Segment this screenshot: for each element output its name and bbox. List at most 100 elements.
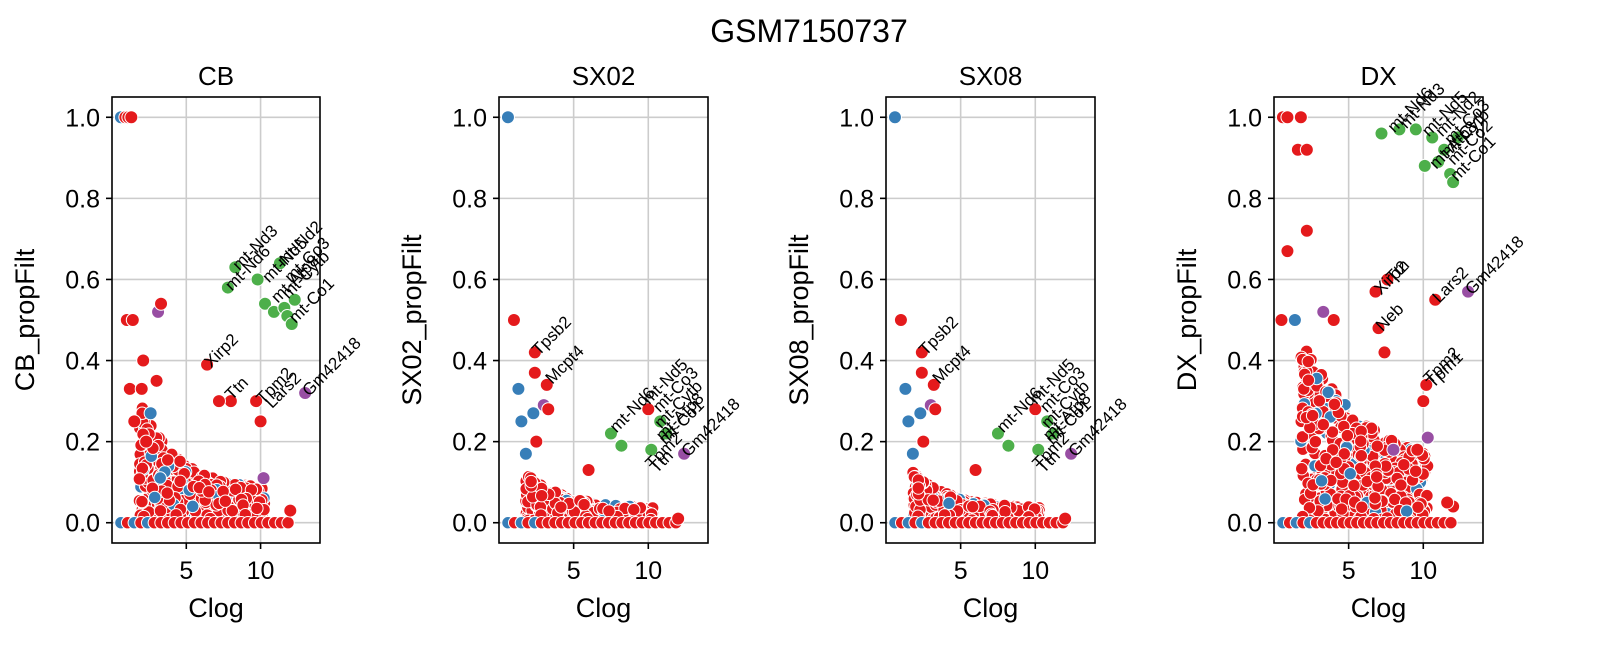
y-tick-label: 1.0 xyxy=(1227,104,1262,132)
y-tick-label: 0.4 xyxy=(839,348,874,376)
scatter-point-red xyxy=(1377,345,1392,360)
scatter-point-green xyxy=(1450,130,1465,145)
scatter-points xyxy=(500,110,692,530)
scatter-point xyxy=(911,481,925,495)
y-tick-label: 0.0 xyxy=(839,510,874,538)
scatter-point-red xyxy=(581,463,596,478)
scatter-point-red xyxy=(1299,223,1314,238)
y-tick-label: 0.0 xyxy=(65,510,100,538)
axes-frame xyxy=(498,96,709,544)
subplot-sx08: Tpsb2Mcpt4mt-Nd6mt-Nd5mt-Co3mt-Cytbmt-At… xyxy=(784,61,1131,623)
scatter-point-red xyxy=(1428,292,1443,307)
scatter-point xyxy=(926,493,940,507)
scatter-point-green xyxy=(990,426,1005,441)
scatter-point-purple xyxy=(1064,446,1079,461)
scatter-point xyxy=(1408,464,1423,478)
subplot-title: SX02 xyxy=(572,61,636,91)
scatter-point xyxy=(1325,425,1340,439)
scatter-point-red xyxy=(1326,313,1341,327)
y-tick-label: 0.4 xyxy=(65,348,100,376)
scatter-point-red xyxy=(1440,495,1455,510)
scatter-point xyxy=(135,494,149,509)
scatter-point-red xyxy=(139,434,154,449)
subplot-dx: mt-Nd6mt-Nd3mt-Nd5mt-Nd2mt-Co3mt-Atp8mt-… xyxy=(1172,61,1528,623)
scatter-point xyxy=(153,504,168,518)
scatter-points xyxy=(1274,110,1476,530)
scatter-point-red xyxy=(928,402,943,417)
scatter-point xyxy=(1337,447,1351,461)
scatter-point-red xyxy=(211,394,226,409)
scatter-point-blue xyxy=(514,414,529,429)
scatter-point xyxy=(1354,449,1369,463)
scatter-point xyxy=(1354,434,1368,448)
y-tick-label: 0.2 xyxy=(65,429,100,457)
scatter-point xyxy=(966,500,980,514)
scatter-point-green xyxy=(653,414,668,429)
x-tick-label: 5 xyxy=(1342,557,1356,585)
scatter-point xyxy=(1312,394,1327,408)
y-axis-label: SX08_propFilt xyxy=(784,234,814,406)
scatter-point xyxy=(173,474,187,489)
y-tick-label: 0.6 xyxy=(65,266,100,294)
scatter-point xyxy=(577,497,591,512)
scatter-point xyxy=(998,504,1012,519)
y-axis-label: CB_propFilt xyxy=(10,248,40,391)
scatter-point-red xyxy=(1280,110,1295,125)
scatter-point xyxy=(250,501,264,516)
scatter-point xyxy=(1325,443,1340,457)
scatter-point xyxy=(1334,502,1349,516)
scatter-point-green xyxy=(250,272,265,287)
scatter-point-blue xyxy=(500,110,515,125)
scatter-point-green xyxy=(1392,122,1407,137)
scatter-point-red xyxy=(127,414,142,429)
scatter-point-purple xyxy=(256,471,271,486)
scatter-point-green xyxy=(603,426,618,441)
scatter-point-red xyxy=(136,353,151,368)
scatter-points xyxy=(113,110,313,530)
scatter-point xyxy=(1368,491,1382,505)
scatter-point-green xyxy=(1446,175,1461,190)
scatter-point-blue xyxy=(887,110,902,125)
x-tick-label: 10 xyxy=(1409,557,1437,585)
scatter-point-purple xyxy=(677,446,692,461)
y-tick-label: 0.8 xyxy=(1227,185,1262,213)
x-axis-label: Clog xyxy=(188,593,244,623)
y-tick-label: 0.8 xyxy=(452,185,487,213)
scatter-point-green xyxy=(1425,130,1440,145)
scatter-point-green xyxy=(1046,426,1061,441)
axes-frame xyxy=(1273,96,1484,544)
subplot-title: CB xyxy=(198,61,234,91)
scatter-point-red xyxy=(1299,142,1314,157)
scatter-point-red xyxy=(154,296,169,311)
scatter-point-red xyxy=(1280,244,1295,259)
y-tick-label: 0.6 xyxy=(839,266,874,294)
scatter-point xyxy=(153,471,167,485)
scatter-point-red xyxy=(125,313,140,327)
scatter-point xyxy=(1394,478,1408,492)
scatter-point-purple xyxy=(1386,442,1401,457)
scatter-point-red xyxy=(1410,442,1425,457)
scatter-point-green xyxy=(228,260,243,275)
scatter-point-red xyxy=(253,414,268,429)
scatter-point xyxy=(148,490,162,505)
scatter-point-green xyxy=(1431,154,1446,169)
subplot-title: SX08 xyxy=(959,61,1023,91)
scatter-point-green xyxy=(1040,414,1055,429)
scatter-point xyxy=(1411,500,1425,514)
scatter-point-blue xyxy=(905,446,920,461)
scatter-point-red xyxy=(641,402,656,417)
scatter-point-red xyxy=(527,365,542,380)
x-tick-label: 5 xyxy=(954,557,968,585)
scatter-point-red xyxy=(914,345,929,360)
scatter-points xyxy=(887,110,1079,530)
scatter-point xyxy=(534,488,549,503)
y-tick-label: 0.6 xyxy=(452,266,487,294)
x-axis-label: Clog xyxy=(1351,593,1407,623)
scatter-point xyxy=(173,454,187,468)
scatter-point-green xyxy=(284,317,299,332)
scatter-point-green xyxy=(614,438,629,453)
scatter-point-blue xyxy=(526,406,541,421)
scatter-point-green xyxy=(1408,122,1423,137)
scatter-point-blue xyxy=(898,381,913,396)
